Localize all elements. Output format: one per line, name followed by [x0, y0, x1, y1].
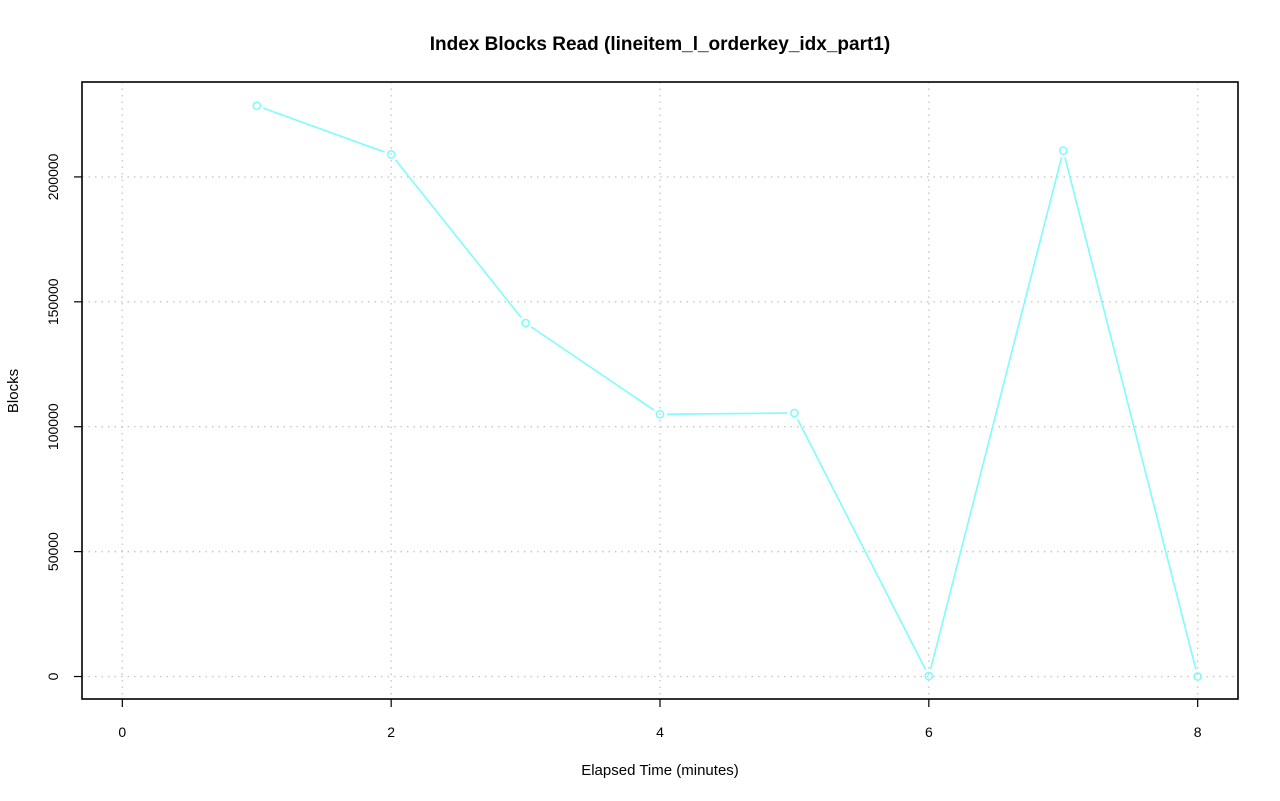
series-line-segment	[929, 157, 1063, 670]
x-tick-label: 0	[118, 724, 126, 740]
data-point	[1058, 146, 1068, 156]
chart-title: Index Blocks Read (lineitem_l_orderkey_i…	[430, 34, 890, 55]
x-tick-label: 4	[656, 724, 664, 740]
y-tick-label: 0	[45, 672, 61, 680]
data-point	[386, 150, 396, 159]
series-line-segment	[1064, 157, 1197, 670]
x-tick-label: 8	[1194, 724, 1202, 740]
y-tick-label: 200000	[45, 153, 61, 200]
series-line-segment	[796, 418, 927, 671]
data-point	[1193, 672, 1203, 681]
series-line-segment	[394, 159, 522, 319]
data-point	[521, 318, 530, 328]
series-line-segment	[666, 412, 788, 415]
x-tick-label: 2	[387, 724, 395, 740]
series-line-segment	[530, 326, 655, 411]
data-point	[924, 671, 934, 681]
series-group	[252, 101, 1203, 681]
y-tick-label: 100000	[45, 403, 61, 450]
y-axis: 0 50000 100000 150000 200000	[45, 153, 82, 680]
x-axis-label: Elapsed Time (minutes)	[581, 762, 739, 779]
data-point	[655, 409, 665, 419]
x-axis: 0 2 4 6 8	[118, 699, 1202, 740]
series-line-segment	[263, 107, 385, 153]
grid	[82, 82, 1238, 699]
data-point	[252, 101, 262, 111]
x-tick-label: 6	[925, 724, 933, 740]
y-tick-label: 150000	[45, 278, 61, 325]
data-point	[790, 408, 799, 418]
y-axis-label: Blocks	[5, 369, 22, 413]
y-tick-label: 50000	[45, 532, 61, 571]
plot-frame	[81, 81, 1239, 700]
